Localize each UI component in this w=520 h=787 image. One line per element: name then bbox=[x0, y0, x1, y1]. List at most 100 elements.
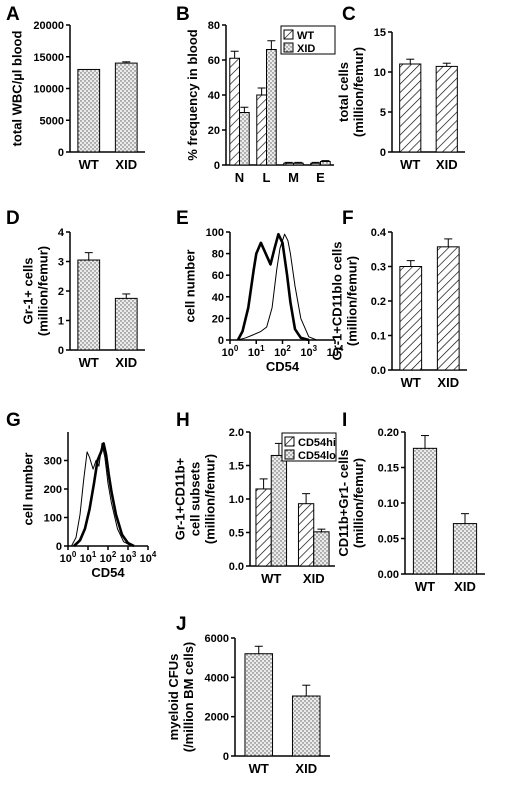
histogram-thick-line bbox=[73, 442, 135, 548]
y-tick-label: 0.20 bbox=[378, 427, 399, 439]
bar-wt-1 bbox=[270, 454, 288, 567]
y-tick-label: 0.00 bbox=[378, 569, 399, 581]
histogram-thin-line bbox=[237, 233, 317, 341]
x-tick-label: 101 bbox=[80, 550, 97, 565]
y-axis-label: (million/femur) bbox=[203, 454, 218, 544]
x-tick-label: 100 bbox=[60, 550, 77, 565]
y-axis-label: cell subsets bbox=[188, 462, 203, 536]
bar-wt bbox=[77, 259, 101, 351]
panel-label: F bbox=[342, 208, 354, 229]
panel-label: I bbox=[342, 410, 347, 431]
bar-e-1 bbox=[320, 161, 331, 166]
legend-swatch bbox=[283, 42, 294, 53]
bar-xid bbox=[291, 695, 321, 757]
y-tick-label: 2000 bbox=[205, 712, 229, 724]
y-axis-label: cell number bbox=[21, 453, 36, 526]
y-tick-label: 60 bbox=[212, 270, 224, 282]
y-axis-label: Gr-1+CD11blo cells bbox=[330, 242, 345, 361]
y-tick-label: 10000 bbox=[33, 84, 64, 96]
bar-xid bbox=[452, 523, 478, 575]
x-tick-label: M bbox=[288, 170, 299, 185]
y-tick-label: 1.5 bbox=[229, 461, 244, 473]
x-tick-label: WT bbox=[261, 571, 281, 586]
bar-xid bbox=[114, 297, 138, 351]
y-tick-label: 0 bbox=[380, 147, 386, 159]
y-tick-label: 40 bbox=[212, 292, 224, 304]
y-tick-label: 80 bbox=[212, 249, 224, 261]
x-tick-label: 103 bbox=[300, 344, 317, 359]
y-tick-label: 15 bbox=[374, 27, 386, 39]
y-axis-label: total cells bbox=[336, 62, 351, 122]
x-tick-label: WT bbox=[401, 375, 421, 390]
panel-label: B bbox=[176, 4, 190, 25]
x-tick-label: XID bbox=[295, 761, 317, 776]
y-tick-label: 15000 bbox=[33, 52, 64, 64]
y-tick-label: 300 bbox=[44, 456, 62, 468]
x-tick-label: L bbox=[263, 170, 271, 185]
histogram-thick-line bbox=[236, 232, 310, 342]
y-axis-label: cell number bbox=[183, 250, 198, 323]
y-tick-label: 2.0 bbox=[229, 427, 244, 439]
y-tick-label: 0.10 bbox=[378, 498, 399, 510]
panel-label: E bbox=[176, 208, 189, 229]
y-axis-label: myeloid CFUs bbox=[166, 654, 181, 741]
panel-label: D bbox=[6, 208, 20, 229]
legend-swatch bbox=[284, 449, 295, 460]
x-tick-label: XID bbox=[115, 355, 137, 370]
x-tick-label: WT bbox=[79, 157, 99, 172]
x-tick-label: 100 bbox=[222, 344, 239, 359]
y-tick-label: 2 bbox=[58, 286, 64, 298]
y-tick-label: 0.15 bbox=[378, 463, 399, 475]
x-tick-label: WT bbox=[249, 761, 269, 776]
y-tick-label: 0 bbox=[218, 335, 224, 347]
bar-xid-1 bbox=[313, 531, 330, 567]
bar-wt bbox=[77, 68, 101, 153]
y-tick-label: 100 bbox=[44, 513, 62, 525]
y-tick-label: 0 bbox=[223, 751, 229, 763]
y-axis-label: (/million BM cells) bbox=[181, 642, 196, 753]
bar-wt-0 bbox=[255, 488, 272, 567]
y-tick-label: 0 bbox=[58, 345, 64, 357]
y-tick-label: 100 bbox=[206, 227, 224, 239]
y-tick-label: 1.0 bbox=[229, 494, 244, 506]
panel-label: G bbox=[6, 410, 21, 431]
panel-label: C bbox=[342, 4, 356, 25]
x-tick-label: WT bbox=[415, 579, 435, 594]
y-axis-label: total WBC/µl blood bbox=[10, 31, 25, 147]
legend-label: CD54hi bbox=[298, 437, 336, 449]
y-tick-label: 40 bbox=[208, 90, 220, 102]
legend-label: XID bbox=[297, 43, 315, 55]
bar-wt bbox=[399, 63, 422, 153]
legend-swatch bbox=[284, 436, 295, 447]
bar-wt bbox=[399, 266, 423, 371]
panel-label: H bbox=[176, 410, 190, 431]
x-tick-label: 101 bbox=[248, 344, 265, 359]
bar-wt bbox=[412, 447, 438, 575]
y-tick-label: 0.0 bbox=[371, 365, 386, 377]
x-tick-label: XID bbox=[454, 579, 476, 594]
y-tick-label: 0 bbox=[214, 160, 220, 172]
x-tick-label: 102 bbox=[274, 344, 291, 359]
bar-n-1 bbox=[239, 112, 250, 166]
y-tick-label: 0.05 bbox=[378, 534, 399, 546]
y-tick-label: 5000 bbox=[40, 115, 64, 127]
y-tick-label: 20 bbox=[212, 313, 224, 325]
x-tick-label: E bbox=[316, 170, 325, 185]
y-tick-label: 10 bbox=[374, 67, 386, 79]
y-axis-label: % frequency in blood bbox=[185, 29, 200, 161]
x-tick-label: 103 bbox=[120, 550, 137, 565]
x-tick-label: XID bbox=[437, 375, 459, 390]
y-tick-label: 200 bbox=[44, 484, 62, 496]
bar-n-0 bbox=[229, 57, 240, 166]
y-axis-label: (million/femur) bbox=[351, 47, 366, 137]
bar-m-0 bbox=[283, 162, 294, 166]
bar-wt bbox=[244, 653, 274, 757]
y-axis-label: Gr-1+CD11b+ bbox=[173, 457, 188, 540]
bar-m-1 bbox=[293, 162, 304, 166]
x-tick-label: XID bbox=[436, 157, 458, 172]
y-tick-label: 0.2 bbox=[371, 296, 386, 308]
legend-label: WT bbox=[297, 30, 314, 42]
y-tick-label: 20000 bbox=[33, 20, 64, 32]
y-axis-label: CD11b+Gr1- cells bbox=[336, 449, 351, 556]
